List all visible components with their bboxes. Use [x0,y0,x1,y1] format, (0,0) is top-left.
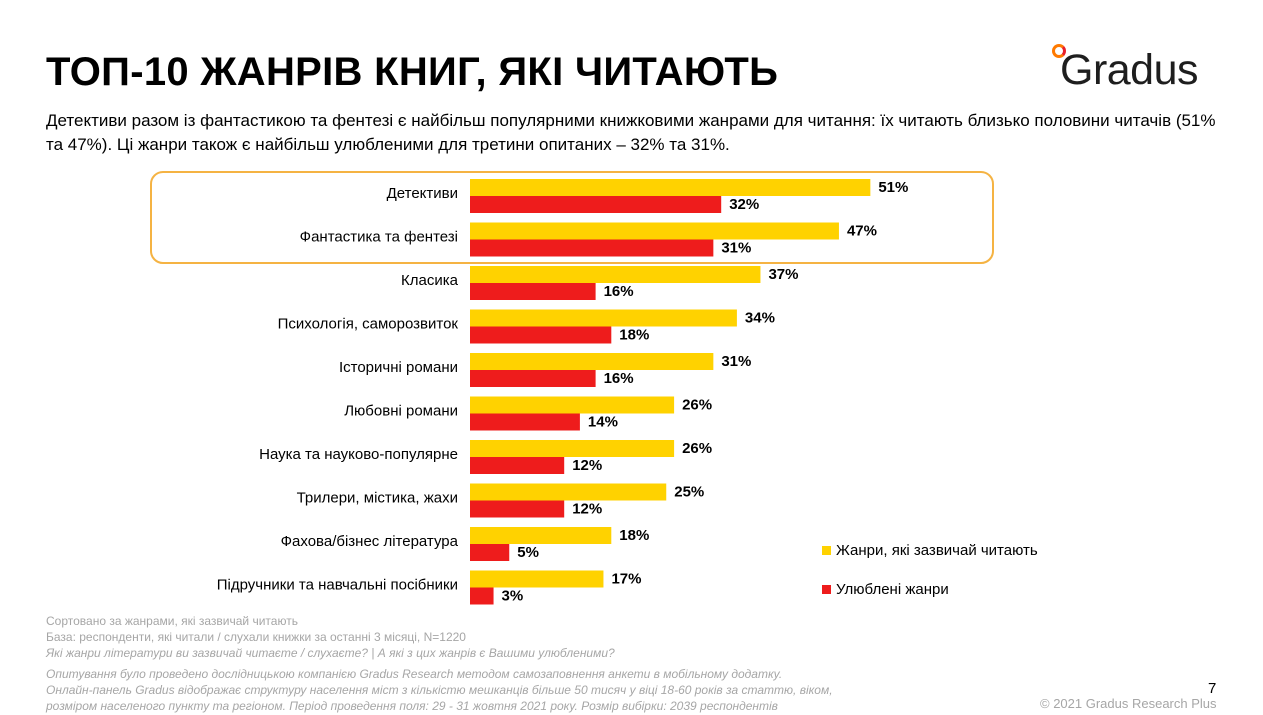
category-label: Підручники та навчальні посібники [217,577,458,594]
category-label: Фахова/бізнес література [281,533,459,550]
bar-usual [470,440,675,457]
data-label-usual: 37% [768,266,798,283]
bar-usual [470,266,761,283]
data-label-favorite: 3% [502,588,524,605]
bar-favorite [470,457,565,474]
data-label-favorite: 16% [604,283,634,300]
footnote-method-3: розміром населеного пункту та регіоном. … [46,699,778,713]
bar-favorite [470,544,510,561]
bar-usual [470,179,871,196]
category-label: Історичні романи [339,359,458,376]
bar-usual [470,483,667,501]
legend-label-usual: Жанри, які зазвичай читають [836,542,1038,559]
data-label-usual: 18% [619,527,649,544]
bar-favorite [470,196,722,213]
data-label-favorite: 16% [604,370,634,387]
bar-favorite [470,500,565,518]
bar-usual [470,353,714,370]
footnote-question: Які жанри літератури ви зазвичай читаєте… [46,646,615,660]
page-subtitle: Детективи разом із фантастикою та фентез… [46,111,1216,154]
data-label-favorite: 32% [729,196,759,213]
data-label-favorite: 14% [588,414,618,431]
data-label-usual: 51% [878,179,908,196]
category-label: Наука та науково-популярне [259,446,458,463]
bar-favorite [470,587,494,605]
data-label-usual: 34% [745,310,775,327]
bar-usual [470,222,839,240]
category-label: Детективи [387,185,458,202]
category-label: Трилери, містика, жахи [297,490,458,507]
data-label-usual: 31% [721,353,751,370]
legend-item-usual: Жанри, які зазвичай читають [822,542,1038,559]
data-label-usual: 26% [682,397,712,414]
footnote-method-1: Опитування було проведено дослідницькою … [46,667,783,681]
legend-swatch-usual [822,546,831,555]
data-label-favorite: 5% [517,544,539,561]
bar-favorite [470,283,596,300]
footnote-base: База: респонденти, які читали / слухали … [46,630,466,644]
data-label-usual: 47% [847,223,877,240]
legend-item-favorite: Улюблені жанри [822,581,949,598]
bar-favorite [470,370,596,387]
data-label-favorite: 31% [721,240,751,257]
data-label-usual: 17% [611,571,641,588]
bar-favorite [470,413,580,431]
data-label-usual: 26% [682,440,712,457]
category-label: Психологія, саморозвиток [278,316,459,333]
data-label-favorite: 18% [619,327,649,344]
page-title: ТОП-10 ЖАНРІВ КНИГ, ЯКІ ЧИТАЮТЬ [46,50,779,94]
footnote-method-2: Онлайн-панель Gradus відображає структур… [46,683,833,697]
bar-favorite [470,239,714,257]
data-label-usual: 25% [674,484,704,501]
data-label-favorite: 12% [572,501,602,518]
category-label: Класика [401,272,459,289]
category-label: Фантастика та фентезі [300,229,458,246]
category-label: Любовні романи [344,403,458,420]
legend-label-favorite: Улюблені жанри [836,581,949,598]
bar-usual [470,309,737,327]
copyright: © 2021 Gradus Research Plus [1040,696,1217,711]
data-label-favorite: 12% [572,457,602,474]
logo-text: Gradus [1060,46,1199,94]
bar-usual [470,396,675,414]
bar-favorite [470,326,612,344]
gradus-logo: Gradus [1052,44,1232,100]
logo-dot-icon [1052,44,1066,58]
bar-usual [470,570,604,588]
page-number: 7 [1208,680,1217,697]
highlight-box [150,171,994,264]
bar-usual [470,527,612,544]
legend-swatch-favorite [822,585,831,594]
footnote-sorted: Сортовано за жанрами, які зазвичай читаю… [46,614,298,628]
